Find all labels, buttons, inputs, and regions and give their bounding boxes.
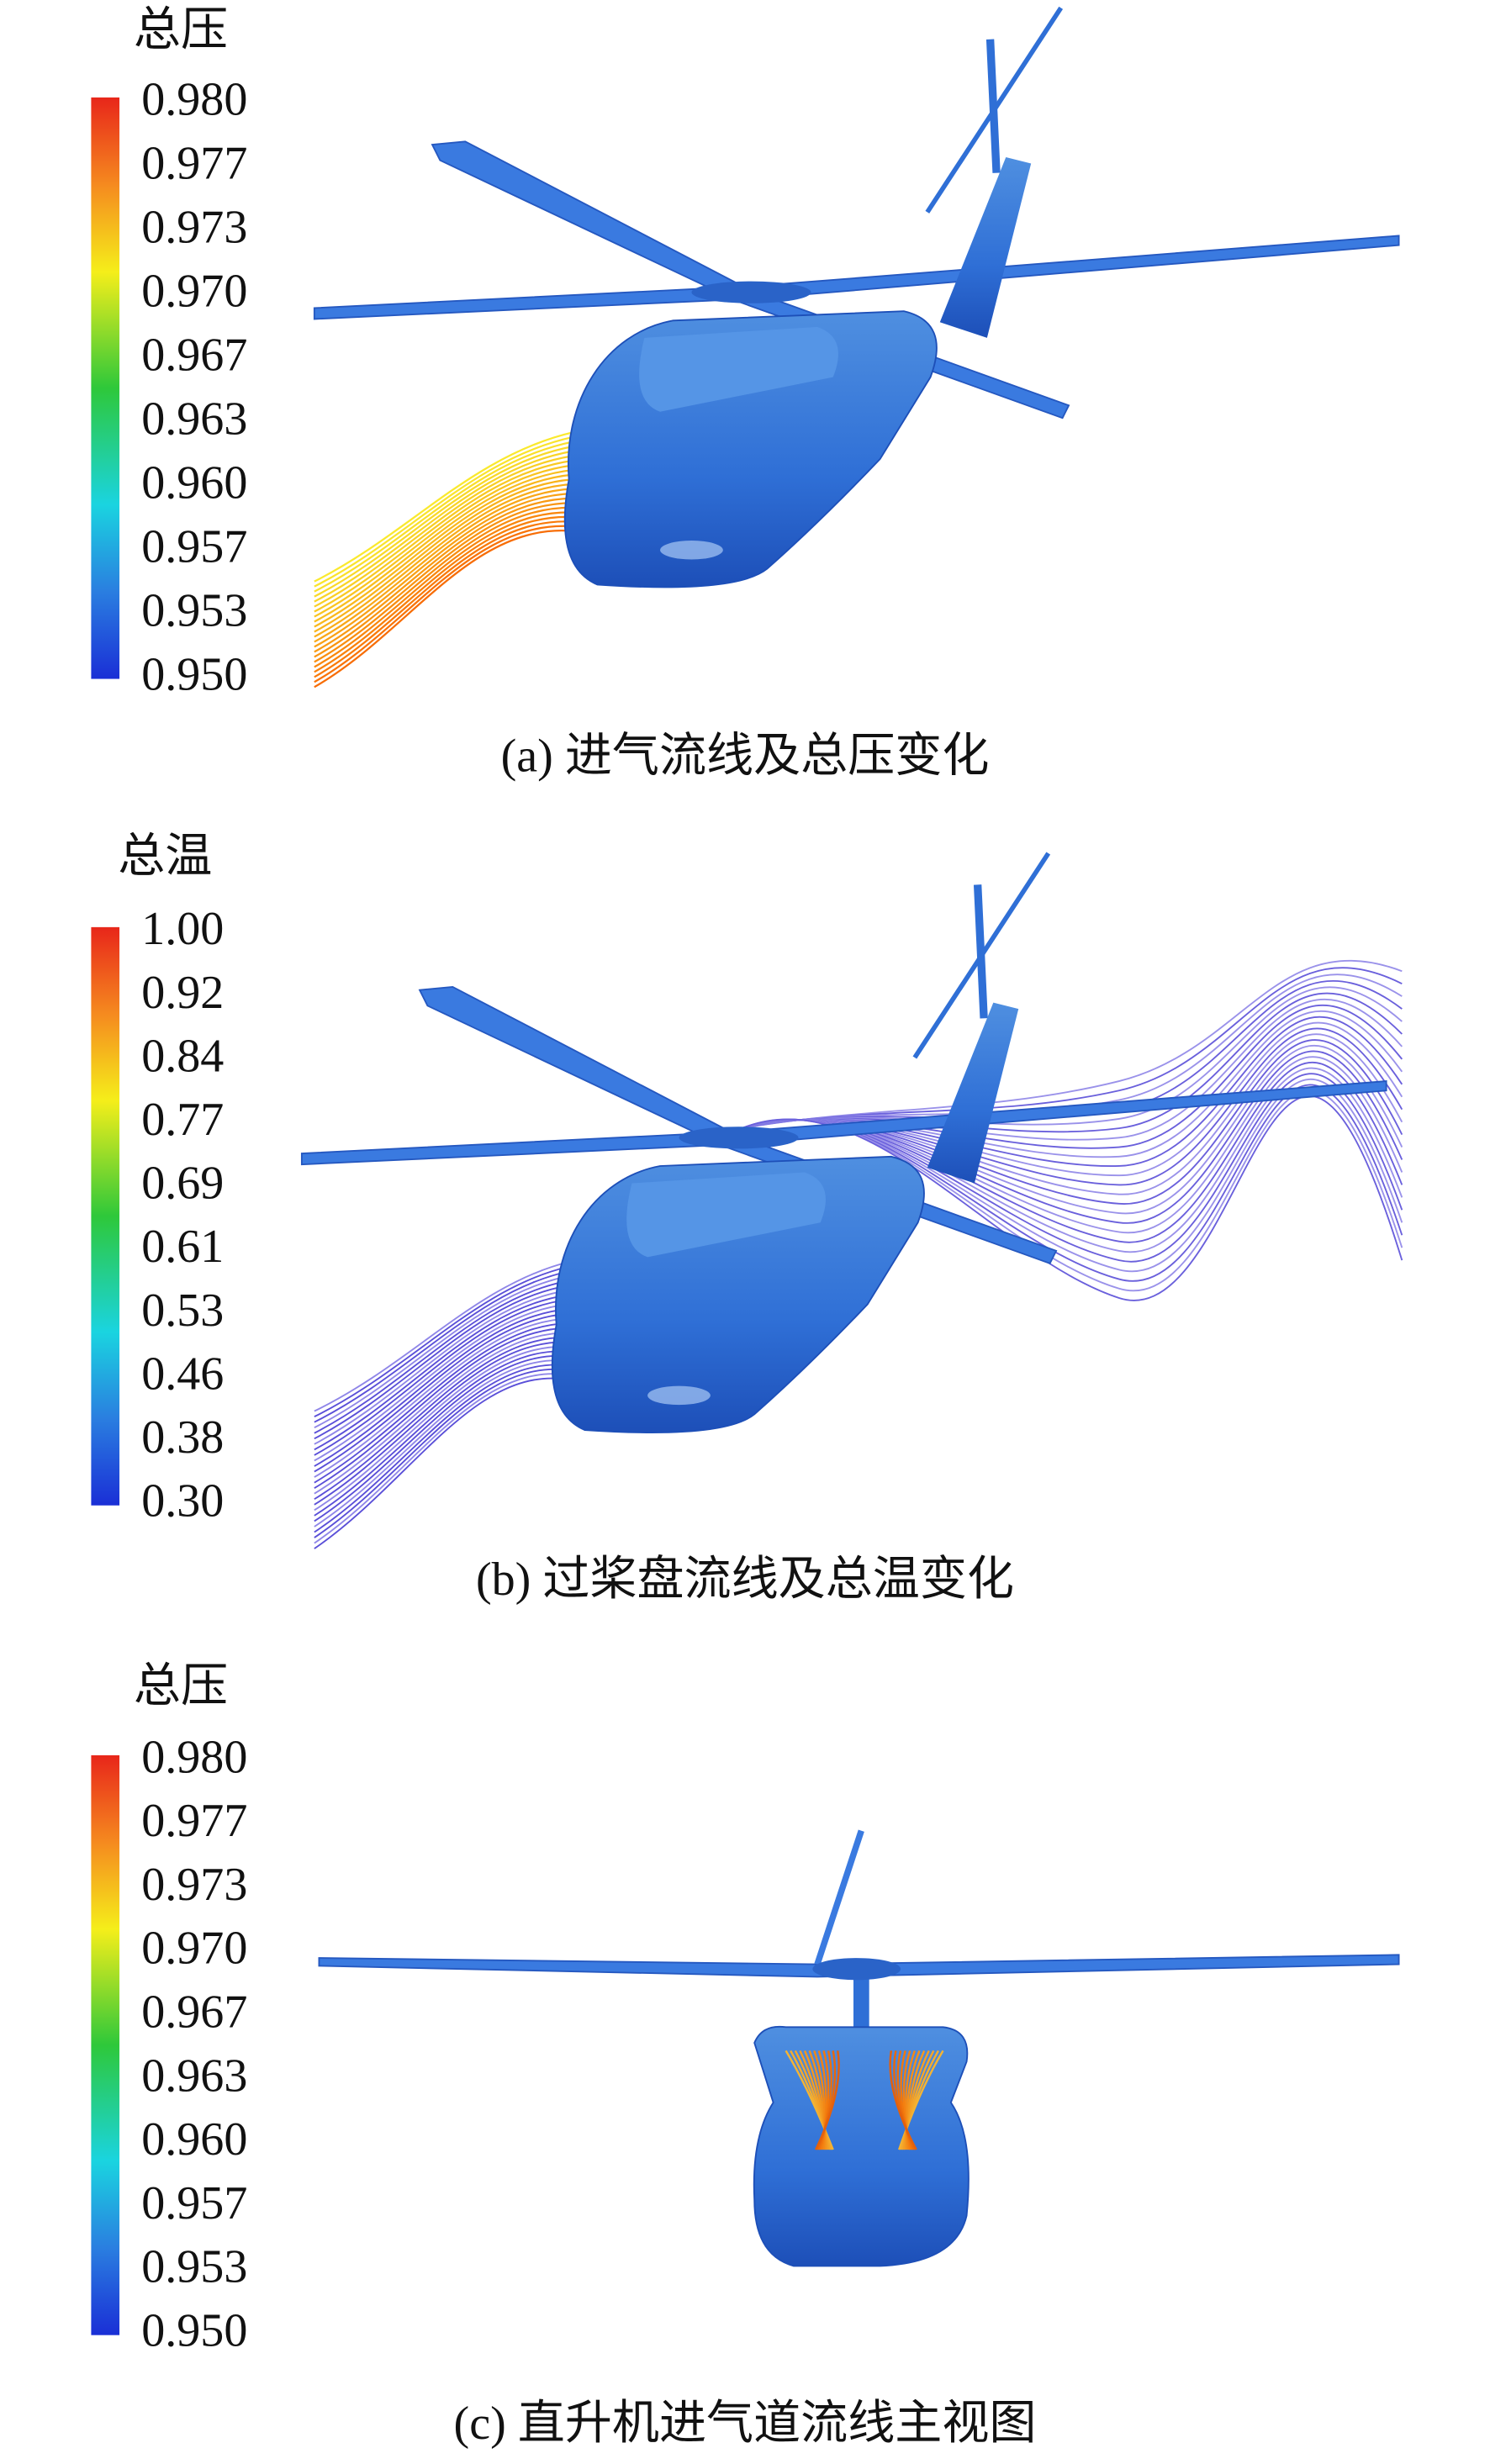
wake-streamline [741, 1078, 1403, 1273]
helicopter-render [302, 853, 1403, 1549]
hub [812, 1958, 901, 1981]
legend-label: 0.950 [141, 648, 247, 700]
helicopter [314, 8, 1399, 587]
rotor-mast [853, 1976, 869, 2032]
legend-label: 1.00 [141, 903, 224, 955]
wake-streamline [741, 1061, 1403, 1243]
legend-label: 0.967 [141, 329, 247, 381]
legend-label: 0.953 [141, 2241, 247, 2293]
legend-label: 0.38 [141, 1411, 224, 1464]
panels: 总压 0.980 0.977 0.973 0.970 0.967 0.963 0.960 0.9… [91, 4, 1402, 2450]
legend-label: 0.69 [141, 1158, 224, 1210]
wake-streamline [741, 1050, 1403, 1224]
legend-label: 0.967 [141, 1987, 247, 2039]
legend-label: 0.960 [141, 456, 247, 509]
wake-streamline [742, 992, 1403, 1133]
legend-label: 0.953 [141, 584, 247, 636]
wake-streamline [741, 1044, 1403, 1215]
legend-label: 0.980 [141, 1731, 247, 1783]
legend-title: 总压 [134, 4, 228, 56]
legend-label: 0.960 [141, 2113, 247, 2166]
legend-label: 0.973 [141, 201, 247, 253]
legend-label: 0.30 [141, 1475, 224, 1527]
wake-streamline [741, 1067, 1403, 1253]
legend-label: 0.957 [141, 2177, 247, 2229]
legend-label: 0.977 [141, 1795, 247, 1847]
legend-label: 0.950 [141, 2305, 247, 2357]
colorbar [91, 97, 120, 679]
legend-label: 0.970 [141, 1923, 247, 1975]
legend-label: 0.970 [141, 265, 247, 317]
wake-streamline [742, 967, 1403, 1130]
streamlines [785, 2050, 944, 2150]
legend-label: 0.980 [141, 73, 247, 125]
caption: (a) 进气流线及总压变化 [501, 731, 990, 783]
legend-label: 0.92 [141, 967, 224, 1019]
legend-label: 0.963 [141, 393, 247, 445]
panel: 总温 1.00 0.92 0.84 0.77 0.69 0.61 0.53 0.46 0.38 0.… [91, 831, 1014, 1606]
wake-streamline [742, 960, 1403, 1130]
colorbar [91, 926, 120, 1506]
legend-label: 0.957 [141, 520, 247, 572]
tail-rotor [814, 1829, 864, 1965]
streamline [815, 2050, 840, 2150]
wake-streamline [742, 973, 1403, 1130]
legend-label: 0.46 [141, 1348, 224, 1400]
caption: (b) 过桨盘流线及总温变化 [476, 1554, 1014, 1606]
legend-label: 0.963 [141, 2050, 247, 2102]
helicopter-front-view [318, 1829, 1400, 2267]
legend-label: 0.61 [141, 1221, 224, 1273]
panel: 总压 0.980 0.977 0.973 0.970 0.967 0.963 0.960 0.9… [91, 1660, 1036, 2450]
legend-title: 总温 [118, 831, 212, 883]
legend-title: 总压 [134, 1660, 228, 1712]
wake-streamline [741, 1056, 1403, 1234]
wake-streamline [742, 986, 1403, 1130]
helicopter-render [314, 8, 1399, 689]
legend-label: 0.977 [141, 137, 247, 189]
legend-label: 0.53 [141, 1285, 224, 1337]
streamline [889, 2050, 917, 2150]
legend-label: 0.84 [141, 1030, 224, 1082]
legend-label: 0.77 [141, 1094, 224, 1146]
legend-label: 0.973 [141, 1859, 247, 1911]
caption: (c) 直升机进气道流线主视图 [454, 2398, 1037, 2450]
colorbar [91, 1754, 120, 2335]
wake-streamline [741, 1073, 1403, 1263]
panel: 总压 0.980 0.977 0.973 0.970 0.967 0.963 0.960 0.9… [91, 4, 989, 783]
